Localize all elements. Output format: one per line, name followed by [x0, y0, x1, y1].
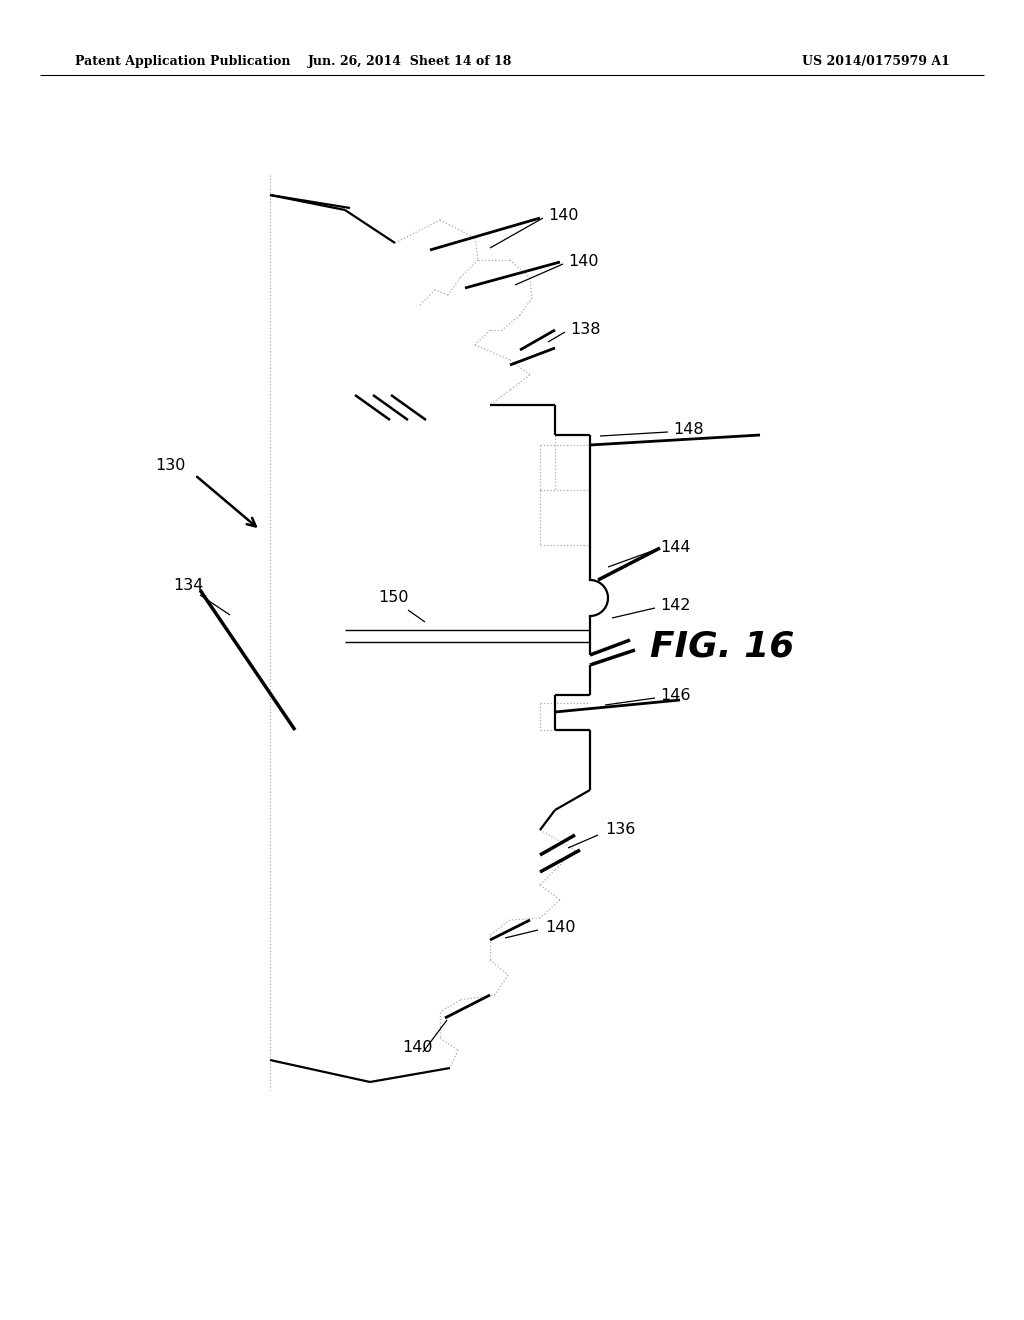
Text: Patent Application Publication: Patent Application Publication — [75, 55, 291, 69]
Text: Jun. 26, 2014  Sheet 14 of 18: Jun. 26, 2014 Sheet 14 of 18 — [308, 55, 512, 69]
Text: 148: 148 — [673, 422, 703, 437]
Text: 146: 146 — [660, 688, 690, 702]
Text: 140: 140 — [568, 255, 598, 269]
Text: 136: 136 — [605, 822, 635, 837]
Text: 150: 150 — [378, 590, 409, 606]
Text: US 2014/0175979 A1: US 2014/0175979 A1 — [802, 55, 950, 69]
Text: 142: 142 — [660, 598, 690, 612]
Text: 140: 140 — [402, 1040, 433, 1056]
Text: 144: 144 — [660, 540, 690, 556]
Text: 130: 130 — [155, 458, 185, 473]
Text: 140: 140 — [548, 207, 579, 223]
Text: FIG. 16: FIG. 16 — [650, 630, 795, 664]
Text: 134: 134 — [173, 578, 204, 593]
Text: 140: 140 — [545, 920, 575, 936]
Text: 138: 138 — [570, 322, 600, 338]
